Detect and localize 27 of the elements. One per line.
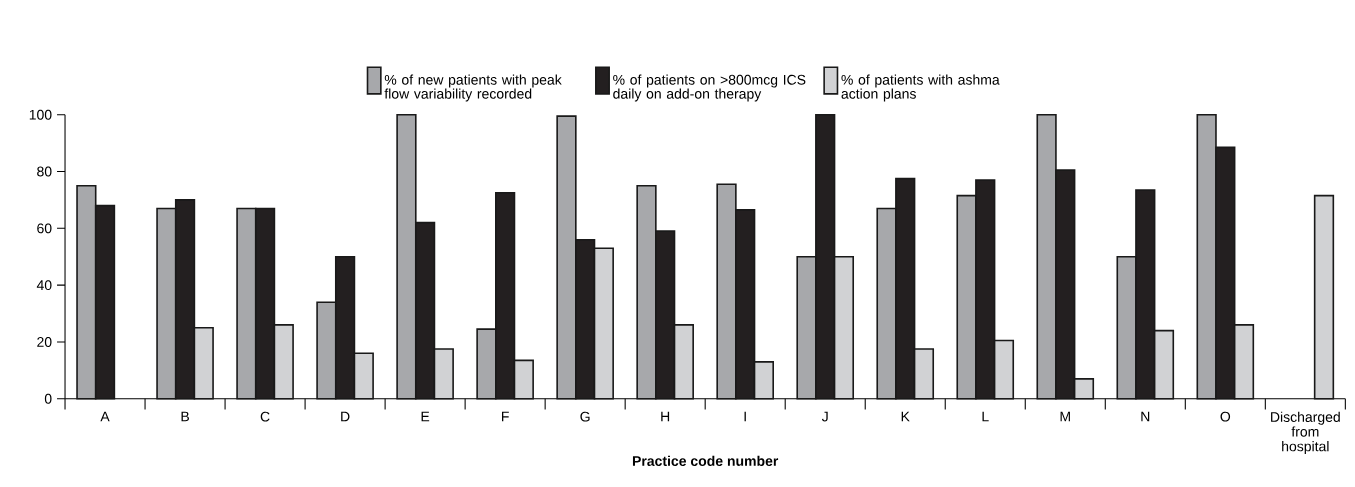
x-tick-label: F xyxy=(502,411,509,422)
legend-label: % of new patients with peak flow variability recorded xyxy=(384,74,562,102)
y-tick-label: 20 xyxy=(37,337,52,348)
y-tick-label: 0 xyxy=(44,393,52,404)
x-tick-label: B xyxy=(181,411,189,422)
bar xyxy=(1313,194,1335,400)
x-tick-label: A xyxy=(100,411,110,422)
x-tick-label: H xyxy=(661,411,670,422)
x-axis-title: Practice code number xyxy=(632,455,779,467)
y-tick-label: 80 xyxy=(37,166,52,177)
x-tick-label: L xyxy=(982,411,989,422)
legend-label: % of patients on >800mcg ICS daily on add-on therapy xyxy=(613,74,806,102)
x-tick-label: E xyxy=(421,411,430,422)
x-tick-label: K xyxy=(901,411,910,422)
x-tick-label: O xyxy=(1220,411,1231,422)
x-tick-label: G xyxy=(580,411,590,422)
x-tick-label: I xyxy=(744,411,746,422)
x-tick-label: Discharged from hospital xyxy=(1271,411,1340,455)
y-tick-label: 100 xyxy=(29,109,52,120)
y-tick-label: 60 xyxy=(37,223,52,234)
x-tick-label: J xyxy=(821,411,828,422)
x-tick-label: D xyxy=(341,411,350,422)
x-tick-label: M xyxy=(1060,411,1070,422)
y-tick-label: 40 xyxy=(36,280,52,291)
legend-label: % of patients with ashma action plans xyxy=(841,74,1000,102)
x-tick-label: C xyxy=(260,411,270,422)
x-tick-label: N xyxy=(1141,411,1150,422)
